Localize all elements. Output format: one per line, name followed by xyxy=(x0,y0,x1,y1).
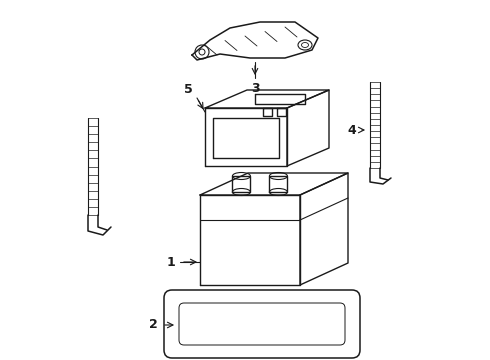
Text: 5: 5 xyxy=(184,83,193,96)
Text: 1: 1 xyxy=(166,256,175,269)
Text: 4: 4 xyxy=(347,123,356,136)
Text: 2: 2 xyxy=(149,319,158,332)
Text: 3: 3 xyxy=(251,82,259,95)
